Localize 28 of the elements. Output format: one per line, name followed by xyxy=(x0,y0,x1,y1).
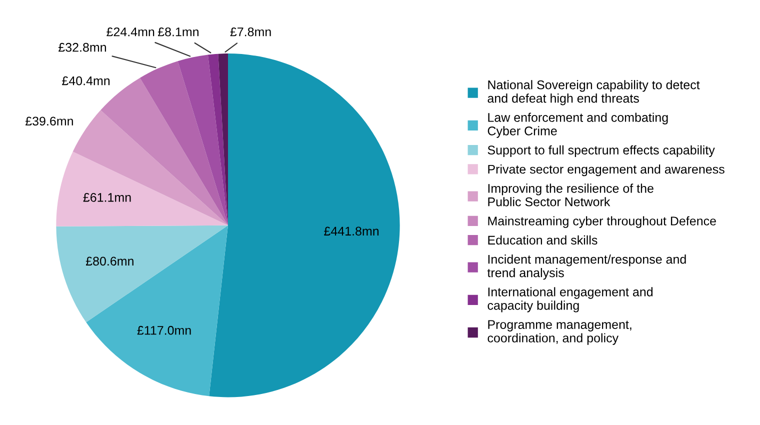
pie-slice xyxy=(140,61,228,226)
pie-slice xyxy=(209,54,400,398)
data-label: £117.0mn xyxy=(137,326,191,335)
data-label: £7.8mn xyxy=(230,27,271,36)
data-label: £441.8mn xyxy=(324,226,379,236)
pie-slice xyxy=(86,225,228,396)
pie-slice xyxy=(178,54,228,226)
legend-label: National Sovereign capability to detect and defeat high end threats xyxy=(488,80,700,106)
legend-label: Improving the resilience of the Public Sector Network xyxy=(488,184,654,206)
legend-label: Incident management/response and trend analysis xyxy=(487,254,686,280)
data-label: £32.8mn xyxy=(58,42,106,52)
data-label: £61.1mn xyxy=(83,193,131,202)
legend-label: Programme management, coordination, and policy xyxy=(488,320,632,345)
pie-slice xyxy=(208,54,228,226)
legend-label: Law enforcement and combating Cyber Crime xyxy=(488,112,668,138)
legend-label: International engagement and capacity building xyxy=(488,287,653,312)
pie-slice xyxy=(56,225,228,322)
legend-label: Private sector engagement and awareness xyxy=(488,164,724,176)
data-label: £39.6mn xyxy=(25,116,73,126)
data-label: £24.4mn xyxy=(106,27,154,36)
data-label: £40.4mn xyxy=(62,76,110,86)
data-label: £8.1mn xyxy=(158,27,198,36)
pie-slice xyxy=(56,152,228,226)
legend-label: Education and skills xyxy=(488,235,598,245)
legend-label: Mainstreaming cyber throughout Defence xyxy=(488,216,716,228)
data-label: £80.6mn xyxy=(86,256,134,266)
legend-label: Support to full spectrum effects capability xyxy=(488,145,715,157)
pie-slice xyxy=(72,110,228,226)
